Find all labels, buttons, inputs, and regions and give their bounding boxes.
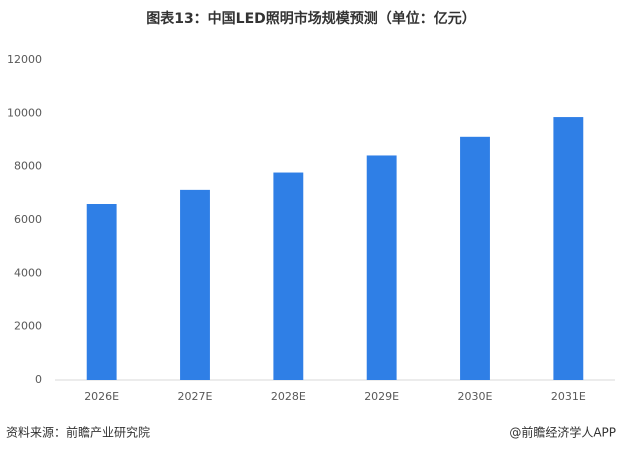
y-tick-label: 0 <box>35 373 42 386</box>
bar <box>553 117 584 381</box>
x-tick-label: 2026E <box>84 390 119 403</box>
bar <box>366 155 397 380</box>
x-tick-label: 2031E <box>551 390 586 403</box>
x-tick-label: 2029E <box>364 390 399 403</box>
bar <box>273 172 304 380</box>
y-tick-label: 2000 <box>14 320 42 333</box>
y-tick-label: 6000 <box>14 213 42 226</box>
y-tick-label: 8000 <box>14 160 42 173</box>
brand-note: @前瞻经济学人APP <box>509 425 616 440</box>
bar <box>460 136 490 380</box>
x-tick-label: 2028E <box>271 390 306 403</box>
bar <box>86 204 117 380</box>
chart-title: 图表13：中国LED照明市场规模预测（单位：亿元） <box>146 10 476 27</box>
y-tick-label: 12000 <box>7 53 42 66</box>
source-note: 资料来源：前瞻产业研究院 <box>6 425 150 440</box>
bar <box>180 189 210 380</box>
x-tick-label: 2030E <box>458 390 493 403</box>
y-tick-label: 10000 <box>7 106 42 119</box>
x-tick-label: 2027E <box>178 390 213 403</box>
y-tick-label: 4000 <box>14 266 42 279</box>
